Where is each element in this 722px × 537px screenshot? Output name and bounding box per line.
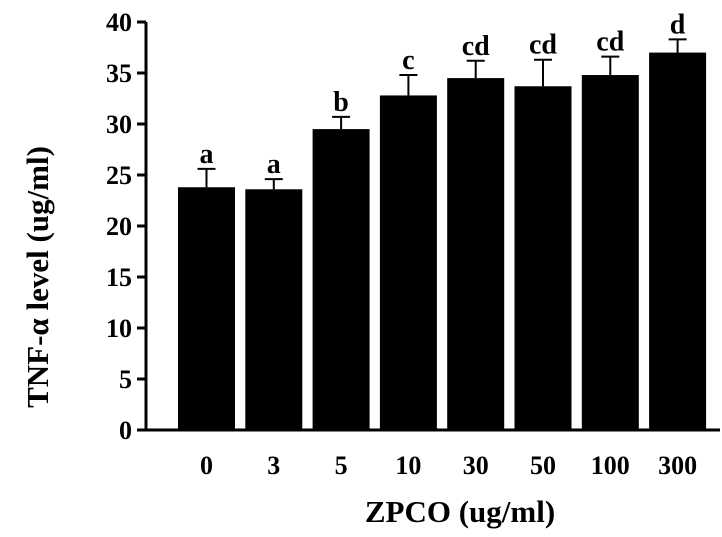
y-axis-title: TNF-α level (ug/ml) bbox=[20, 146, 55, 408]
x-tick-label: 0 bbox=[200, 451, 213, 480]
significance-label: cd bbox=[596, 27, 624, 58]
x-tick-label: 100 bbox=[591, 451, 630, 480]
significance-label: cd bbox=[462, 31, 490, 62]
x-axis-title: ZPCO (ug/ml) bbox=[365, 494, 555, 529]
bar bbox=[447, 78, 505, 430]
bar bbox=[379, 95, 437, 430]
y-axis: 0 5 10 15 20 25 30 35 40 bbox=[106, 8, 148, 445]
bar bbox=[581, 75, 639, 430]
significance-label: b bbox=[333, 87, 349, 118]
bar bbox=[178, 187, 235, 430]
y-tick-label: 0 bbox=[119, 416, 132, 445]
y-tick-label: 40 bbox=[106, 8, 132, 37]
x-tick-label: 50 bbox=[530, 451, 556, 480]
y-tick-label: 5 bbox=[119, 365, 132, 394]
x-tick-label: 5 bbox=[335, 451, 348, 480]
y-tick-label: 35 bbox=[106, 59, 132, 88]
y-tick-label: 10 bbox=[106, 314, 132, 343]
y-tick-label: 30 bbox=[106, 110, 132, 139]
y-tick-label: 15 bbox=[106, 263, 132, 292]
x-tick-label: 30 bbox=[463, 451, 489, 480]
significance-label: c bbox=[402, 45, 414, 76]
significance-label: d bbox=[670, 9, 686, 40]
x-tick-label: 10 bbox=[395, 451, 421, 480]
bar bbox=[649, 52, 707, 430]
y-tick-label: 25 bbox=[106, 161, 132, 190]
significance-label: a bbox=[200, 139, 214, 170]
x-axis: 0 3 5 10 30 50 100 300 bbox=[144, 428, 720, 480]
significance-label: a bbox=[267, 149, 281, 180]
x-tick-label: 3 bbox=[267, 451, 280, 480]
bars-group: a a b c cd cd cd d bbox=[178, 9, 707, 430]
bar bbox=[245, 189, 303, 430]
y-tick-label: 20 bbox=[106, 212, 132, 241]
x-tick-label: 300 bbox=[658, 451, 697, 480]
bar bbox=[312, 129, 370, 430]
bar bbox=[514, 86, 572, 430]
significance-label: cd bbox=[529, 30, 557, 61]
